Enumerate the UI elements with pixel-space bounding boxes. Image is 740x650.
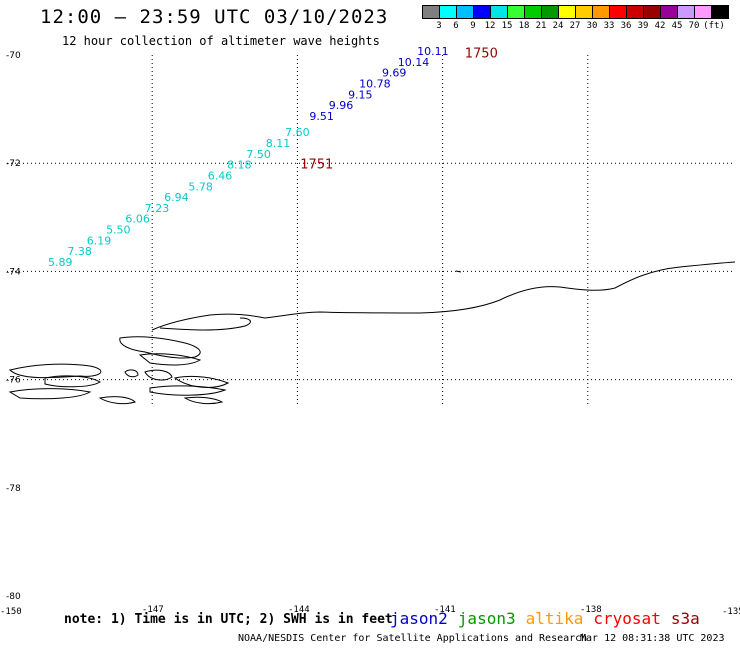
chart-title: 12:00 – 23:59 UTC 03/10/2023	[40, 6, 389, 28]
pass-time-label: 1751	[300, 158, 333, 173]
mission-legend-entry: cryosat	[593, 609, 661, 628]
x-tick-label: -138	[580, 605, 602, 615]
mission-legend-entry: altika	[525, 609, 584, 628]
y-tick-label: -76	[6, 376, 21, 386]
color-scale-unit: (ft)	[703, 21, 725, 31]
y-tick-label: -78	[6, 484, 21, 494]
island-2	[138, 353, 202, 366]
swh-label: 7.50	[246, 148, 271, 161]
x-tick-label: -135	[722, 607, 740, 617]
swh-label: 6.06	[125, 213, 150, 226]
color-scale-label: 30	[586, 21, 598, 31]
x-tick-label: -150	[0, 607, 22, 617]
coastline-main	[151, 261, 736, 331]
color-scale-label: 33	[603, 21, 615, 31]
color-scale-label: 9	[470, 21, 476, 31]
color-scale-label: 24	[552, 21, 564, 31]
island-8	[149, 385, 227, 396]
swh-label: 10.14	[398, 56, 430, 69]
swh-label: 8.11	[266, 137, 291, 150]
swh-label: 8.18	[227, 159, 252, 172]
x-tick-label: -144	[288, 605, 310, 615]
island-11	[124, 369, 139, 378]
swh-label: 10.11	[417, 45, 449, 58]
swh-label: 6.94	[164, 191, 189, 204]
color-scale-bar	[422, 5, 729, 19]
coastline-shelf	[159, 317, 251, 331]
swh-label: 9.51	[309, 110, 334, 123]
color-scale-label: 15	[501, 21, 513, 31]
island-1	[119, 336, 201, 359]
island-5	[144, 369, 173, 381]
island-6	[173, 375, 230, 388]
swh-label: 6.46	[208, 169, 233, 182]
mission-legend-entry: jason2	[390, 609, 448, 628]
dot	[455, 270, 462, 273]
swh-label: 7.60	[285, 126, 310, 139]
island-10	[183, 396, 224, 405]
color-scale-label: 39	[637, 21, 649, 31]
swh-label: 5.89	[48, 256, 73, 269]
swh-label: 5.50	[106, 224, 131, 237]
swh-marks: 9.519.969.1510.789.6910.1410.115.897.386…	[48, 45, 498, 269]
color-scale-label: 6	[453, 21, 459, 31]
mission-legend: jason2 jason3 altika cryosat s3a	[390, 609, 710, 628]
mission-legend-entry: jason3	[457, 609, 516, 628]
color-scale-label: 42	[654, 21, 666, 31]
swh-label: 10.78	[359, 77, 391, 90]
island-9	[98, 396, 136, 405]
swh-label: 7.23	[145, 202, 170, 215]
y-tick-label: -80	[6, 592, 21, 602]
island-3	[9, 363, 102, 379]
swh-label: 7.38	[67, 245, 92, 258]
color-scale-label: 70	[688, 21, 700, 31]
chart-subtitle: 12 hour collection of altimeter wave hei…	[62, 34, 380, 48]
color-scale-label: 45	[671, 21, 683, 31]
swh-label: 9.69	[382, 67, 407, 80]
swh-label: 9.15	[348, 88, 373, 101]
footer-note: note: 1) Time is in UTC; 2) SWH is in fe…	[64, 612, 393, 627]
swh-label: 6.19	[87, 234, 112, 247]
x-tick-label: -147	[142, 605, 164, 615]
generated-timestamp: Mar 12 08:31:38 UTC 2023	[580, 633, 725, 644]
island-7	[8, 388, 92, 400]
color-scale-label: 12	[484, 21, 496, 31]
mission-legend-entry: s3a	[670, 609, 700, 628]
color-scale-label: 21	[535, 21, 547, 31]
swh-label: 9.96	[329, 99, 354, 112]
y-tick-label: -74	[6, 267, 21, 277]
color-scale-label: 18	[518, 21, 530, 31]
color-scale-label: 3	[436, 21, 442, 31]
color-scale-label: 27	[569, 21, 581, 31]
swh-label: 5.78	[188, 180, 213, 193]
color-scale-label: 36	[620, 21, 632, 31]
y-tick-label: -70	[6, 51, 21, 61]
y-tick-label: -72	[6, 159, 21, 169]
map-grid: -70 -72 -74 -76 -78 -80	[6, 51, 733, 602]
color-swatch	[711, 5, 729, 19]
pass-time-label: 1750	[465, 47, 498, 62]
coastline	[8, 261, 736, 405]
x-tick-label: -141	[434, 605, 456, 615]
credit-line: NOAA/NESDIS Center for Satellite Applica…	[238, 633, 588, 644]
island-4	[44, 375, 101, 388]
